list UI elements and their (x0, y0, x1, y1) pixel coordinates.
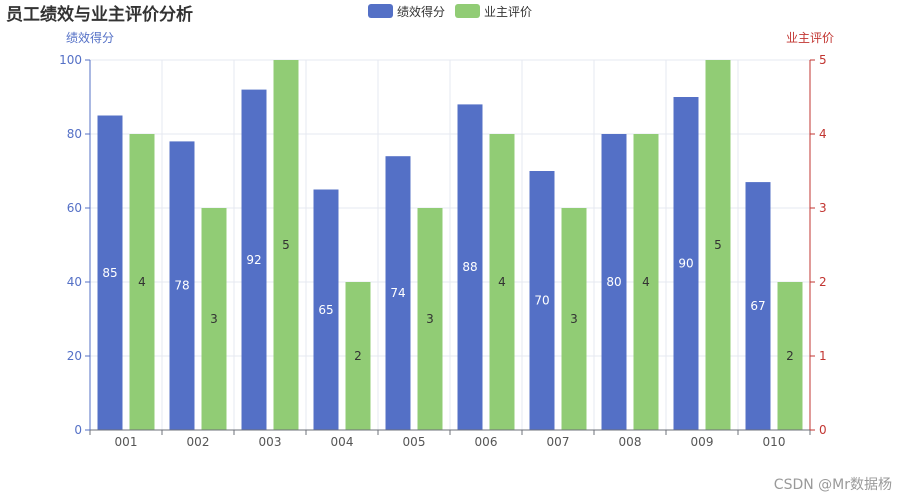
x-tick-label: 003 (259, 435, 282, 449)
bar-performance-009[interactable] (673, 97, 699, 430)
bar-label-owner-rating-003: 5 (282, 238, 290, 252)
bar-label-performance-010: 67 (750, 299, 765, 313)
bar-performance-003[interactable] (241, 89, 267, 430)
bar-label-owner-rating-009: 5 (714, 238, 722, 252)
x-tick-label: 006 (475, 435, 498, 449)
legend-label-owner-rating[interactable]: 业主评价 (484, 5, 532, 19)
bar-label-performance-006: 88 (462, 260, 477, 274)
bar-label-owner-rating-008: 4 (642, 275, 650, 289)
bar-owner-rating-007[interactable] (561, 208, 587, 430)
x-tick-label: 005 (403, 435, 426, 449)
bar-label-owner-rating-002: 3 (210, 312, 218, 326)
y-axis-right-tick-label: 1 (819, 349, 827, 363)
y-axis-left-tick-label: 60 (67, 201, 82, 215)
y-axis-right-label: 业主评价 (786, 31, 834, 45)
bar-owner-rating-005[interactable] (417, 208, 443, 430)
bar-labels: 85 4 78 3 92 5 65 2 74 3 88 4 70 3 80 4 90 5 67 2 (102, 238, 793, 363)
y-axis-right-tick-label: 4 (819, 127, 827, 141)
x-tick-label: 009 (691, 435, 714, 449)
y-axis-left-tick-label: 80 (67, 127, 82, 141)
legend[interactable]: 绩效得分 业主评价 (368, 4, 532, 19)
bar-performance-002[interactable] (169, 141, 195, 430)
bar-label-performance-004: 65 (318, 303, 333, 317)
bar-label-owner-rating-001: 4 (138, 275, 146, 289)
y-axis-right-tick-label: 0 (819, 423, 827, 437)
bar-label-owner-rating-005: 3 (426, 312, 434, 326)
axes: 001 002 003 004 005 006 007 008 009 0100204060801… (59, 53, 827, 449)
bar-label-owner-rating-004: 2 (354, 349, 362, 363)
y-axis-left-label: 绩效得分 (66, 30, 114, 45)
chart-title: 员工绩效与业主评价分析 (6, 4, 193, 25)
bar-label-owner-rating-010: 2 (786, 349, 794, 363)
x-tick-label: 001 (115, 435, 138, 449)
bar-owner-rating-006[interactable] (489, 134, 515, 430)
x-tick-label: 010 (763, 435, 786, 449)
bar-owner-rating-009[interactable] (705, 60, 731, 430)
y-axis-right-tick-label: 5 (819, 53, 827, 67)
bar-performance-010[interactable] (745, 182, 771, 430)
x-tick-label: 007 (547, 435, 570, 449)
bar-performance-008[interactable] (601, 134, 627, 430)
bar-performance-004[interactable] (313, 189, 339, 431)
bar-label-owner-rating-006: 4 (498, 275, 506, 289)
bar-owner-rating-008[interactable] (633, 134, 659, 430)
legend-label-performance[interactable]: 绩效得分 (397, 4, 445, 19)
bar-owner-rating-004[interactable] (345, 282, 371, 430)
y-axis-right-tick-label: 2 (819, 275, 827, 289)
bar-performance-006[interactable] (457, 104, 483, 431)
bar-label-performance-003: 92 (246, 253, 261, 267)
legend-swatch-owner-rating[interactable] (455, 4, 480, 18)
legend-swatch-performance[interactable] (368, 4, 393, 18)
bar-performance-007[interactable] (529, 171, 555, 430)
bar-label-performance-007: 70 (534, 294, 549, 308)
bar-label-performance-008: 80 (606, 275, 621, 289)
bar-label-performance-002: 78 (174, 279, 189, 293)
bar-label-owner-rating-007: 3 (570, 312, 578, 326)
y-axis-right-tick-label: 3 (819, 201, 827, 215)
bar-label-performance-005: 74 (390, 286, 405, 300)
bar-owner-rating-001[interactable] (129, 134, 155, 430)
bar-owner-rating-002[interactable] (201, 208, 227, 430)
bar-owner-rating-010[interactable] (777, 282, 803, 430)
y-axis-left-tick-label: 40 (67, 275, 82, 289)
grid-lines (90, 59, 810, 430)
bar-owner-rating-003[interactable] (273, 60, 299, 430)
bar-label-performance-001: 85 (102, 266, 117, 280)
bar-performance-005[interactable] (385, 156, 411, 430)
watermark: CSDN @Mr数据杨 (773, 477, 892, 493)
bar-label-performance-009: 90 (678, 257, 693, 271)
bars (97, 60, 803, 431)
x-tick-label: 008 (619, 435, 642, 449)
y-axis-left-tick-label: 0 (74, 423, 82, 437)
x-tick-label: 004 (331, 435, 354, 449)
bar-performance-001[interactable] (97, 115, 123, 431)
y-axis-left-tick-label: 20 (67, 349, 82, 363)
y-axis-left-tick-label: 100 (59, 53, 82, 67)
x-tick-label: 002 (187, 435, 210, 449)
